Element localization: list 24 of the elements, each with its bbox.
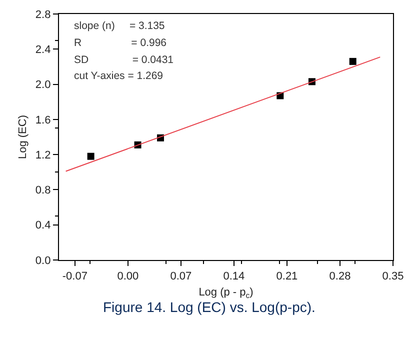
x-axis-title: Log (p - p$_{c}$)	[198, 286, 254, 300]
annotation: slope (n) = 3.135	[74, 20, 165, 32]
annotation: R = 0.996	[74, 37, 167, 49]
x-tick-label: 0.14	[223, 270, 245, 282]
annotation: cut Y-axies = 1.269	[74, 70, 164, 82]
y-tick-label: 2.8	[35, 8, 51, 21]
y-tick-label: 0.4	[35, 220, 51, 232]
y-axis-title: Log (EC)	[17, 114, 30, 160]
y-tick-label: 2.4	[35, 44, 51, 56]
point	[87, 152, 94, 160]
x-tick-label: 0.07	[170, 270, 192, 282]
annotation: SD = 0.0431	[74, 54, 174, 66]
x-tick-label: 0.00	[117, 270, 139, 282]
y-tick-label: 0.8	[35, 184, 51, 197]
y-tick-label: 0.0	[35, 254, 51, 267]
y-tick-label: 1.6	[35, 114, 51, 126]
y-tick-label: 1.2	[35, 149, 51, 162]
y-tick-label: 2.0	[35, 79, 51, 92]
x-tick-label: 0.28	[329, 270, 351, 282]
x-tick-label: 0.35	[382, 270, 404, 282]
caption: Figure 14. Log (EC) vs. Log(p-pc).	[103, 299, 316, 315]
point	[349, 58, 356, 65]
x-tick-label: -0.07	[62, 270, 88, 282]
x-tick-label: 0.21	[276, 270, 298, 282]
